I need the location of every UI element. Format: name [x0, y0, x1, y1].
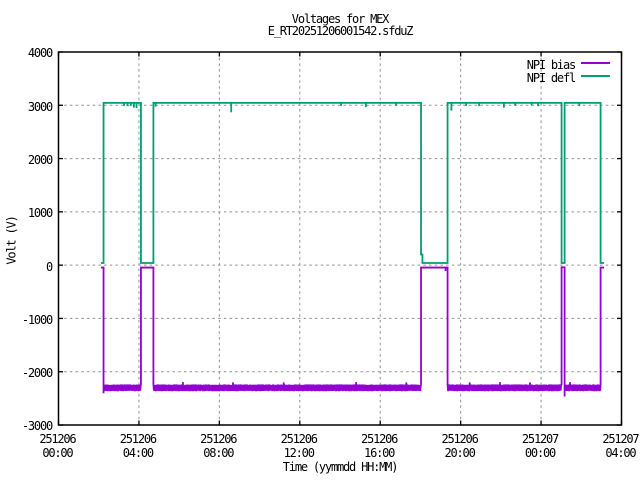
plot-border [57, 51, 623, 426]
legend-label-npi-bias: NPI bias [526, 57, 576, 72]
y-tick-label: 4000 [27, 46, 53, 61]
y-tick-label: 0 [45, 259, 53, 274]
legend-label-npi-defl: NPI defl [526, 71, 576, 86]
x-tick-label: 251206 08:00 [200, 432, 237, 461]
y-tick-label: 2000 [27, 152, 53, 167]
x-tick-label: 251206 12:00 [280, 432, 318, 461]
x-tick-label: 251206 16:00 [361, 432, 398, 461]
x-tick-label: 251206 20:00 [441, 432, 478, 461]
x-tick-label: 251206 04:00 [119, 432, 157, 461]
y-tick-label: -1000 [21, 312, 53, 327]
y-tick-label: 1000 [27, 206, 53, 221]
series-npi-bias [100, 266, 605, 397]
y-tick-label: -2000 [21, 366, 53, 381]
x-tick-label: 251207 04:00 [602, 432, 639, 461]
legend-line-npi-defl [581, 75, 610, 78]
legend-line-npi-bias [581, 62, 610, 65]
x-tick-label: 251206 00:00 [39, 432, 76, 461]
y-tick-label: 3000 [27, 99, 53, 114]
x-tick-label: 251207 00:00 [521, 432, 559, 461]
series-npi-defl [100, 101, 605, 264]
y-tick-label: -3000 [21, 419, 53, 434]
chart-title: Voltages for MEX [291, 11, 390, 26]
chart-subtitle: E_RT20251206001542.sfduZ [267, 24, 414, 39]
x-axis-label: Time (yymmdd HH:MM) [282, 459, 399, 474]
